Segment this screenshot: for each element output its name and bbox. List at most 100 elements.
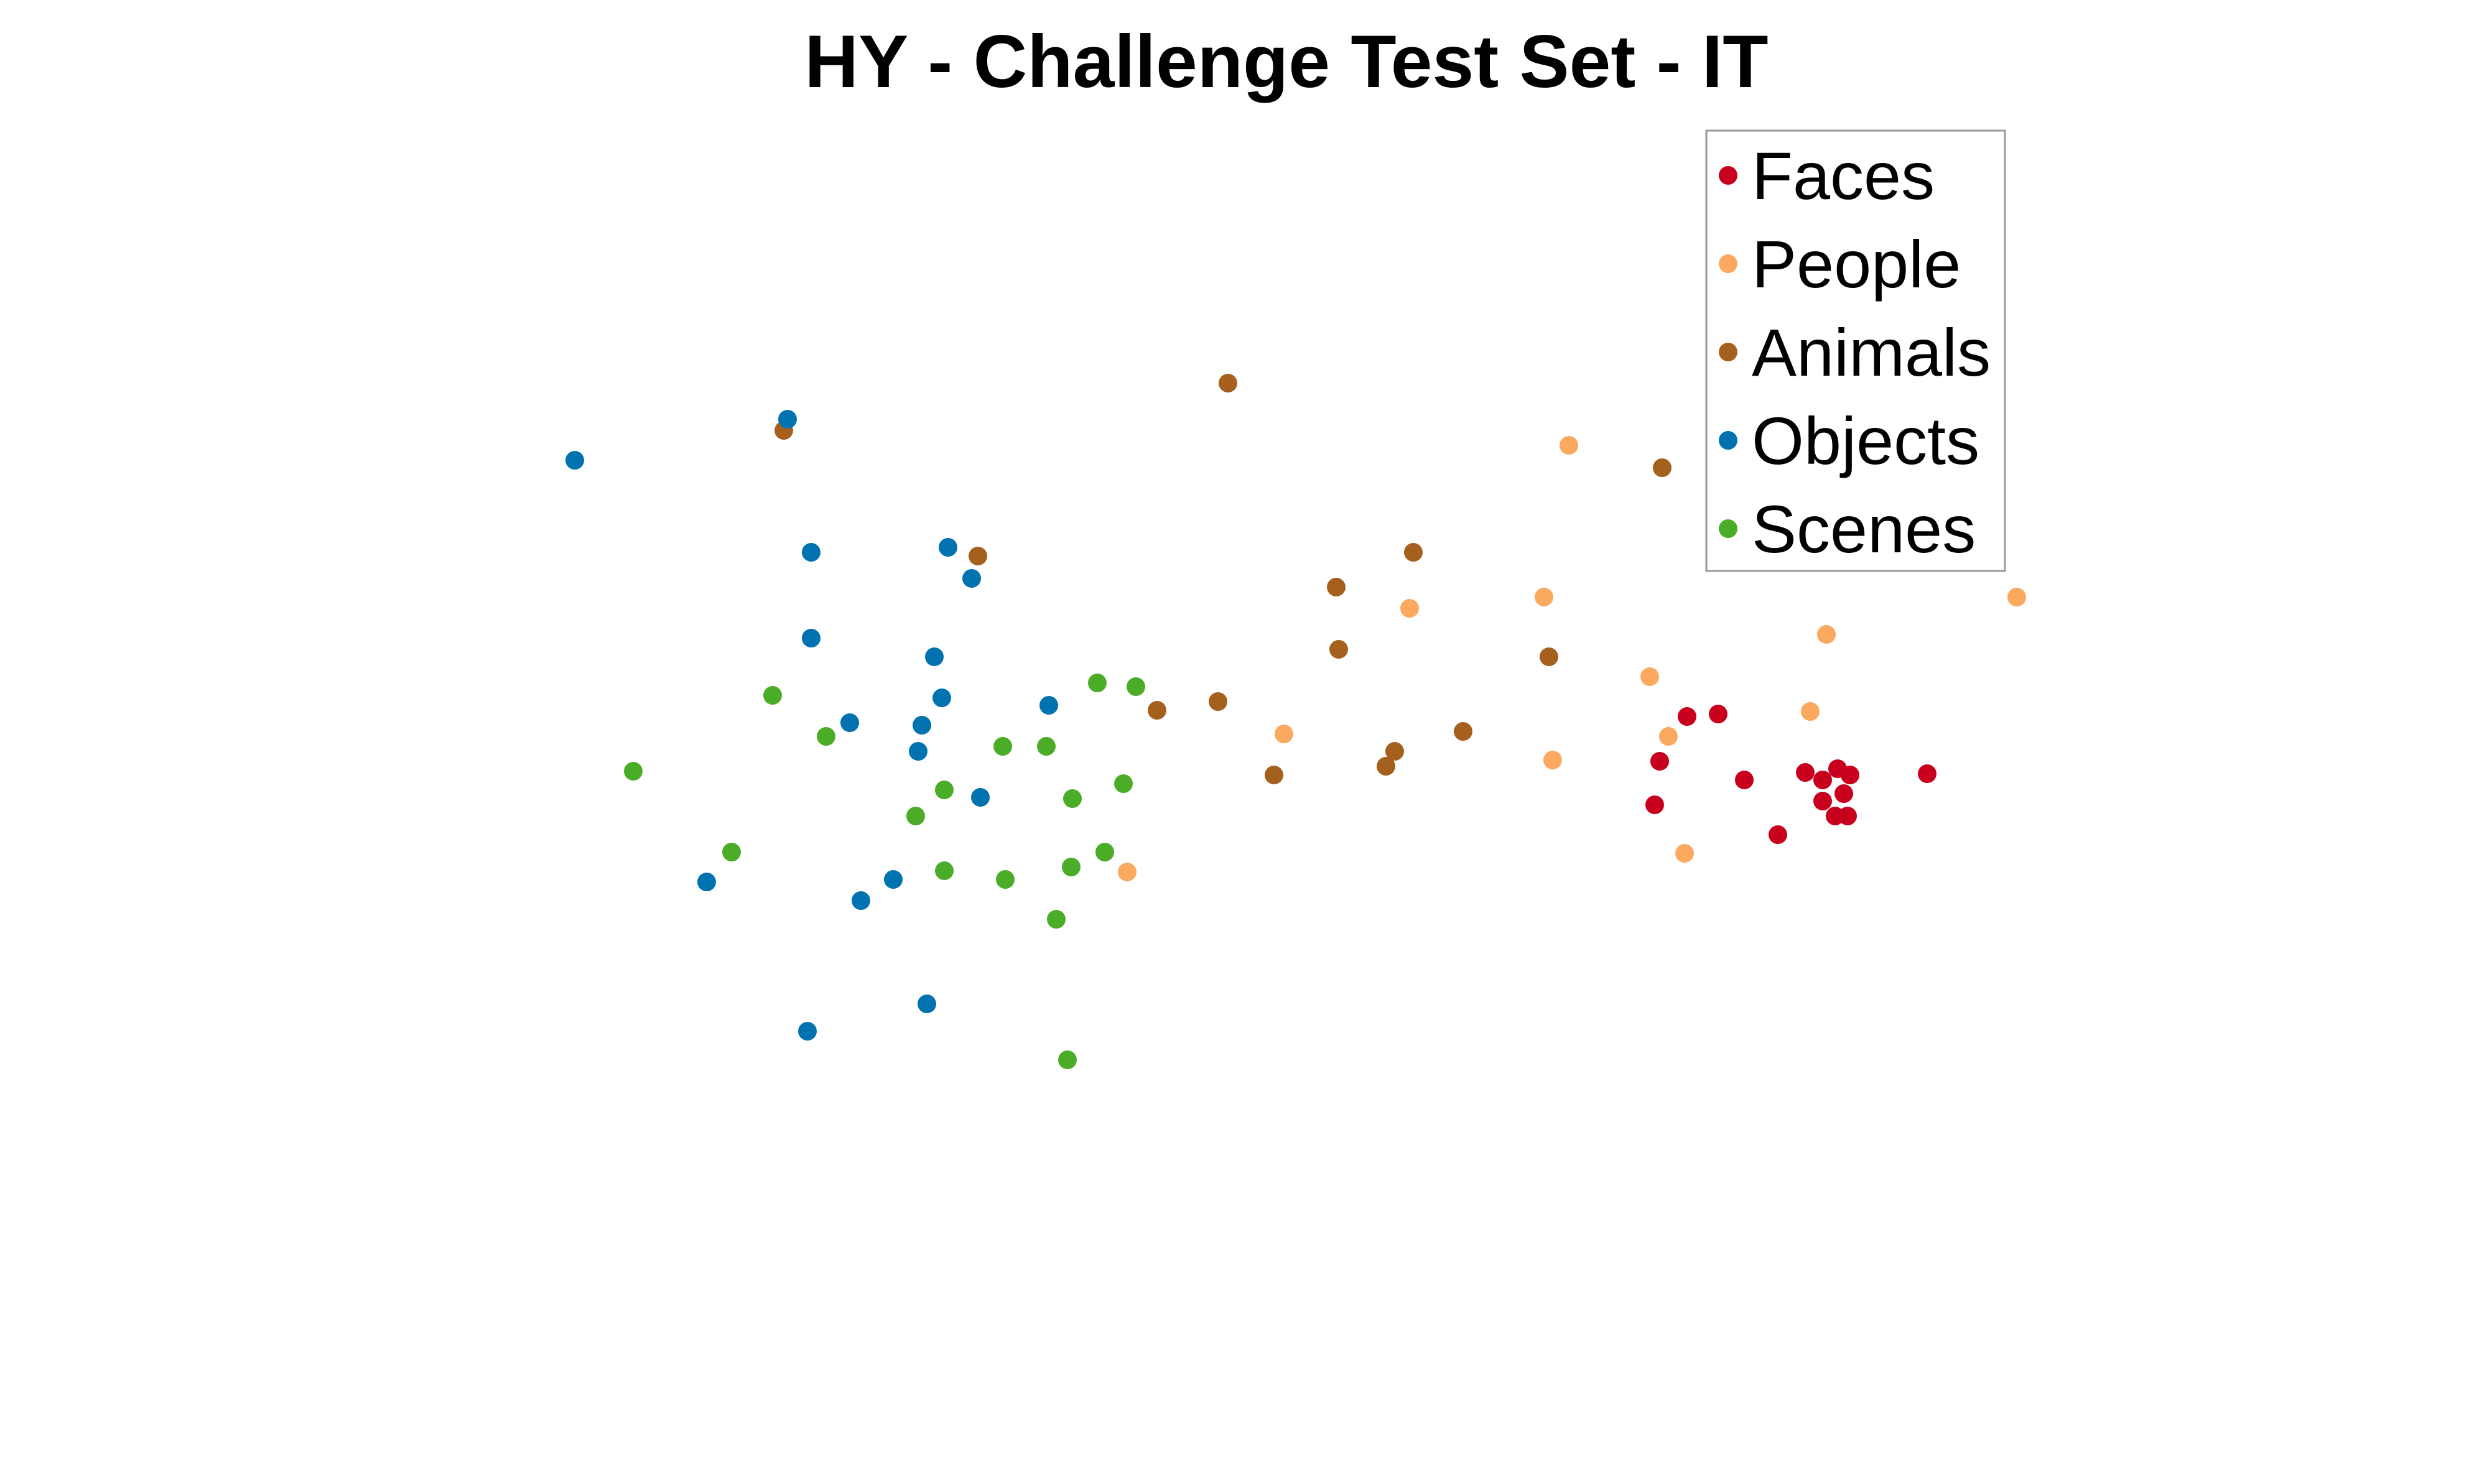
point-scenes-17 <box>1047 910 1066 929</box>
legend-item-scenes: Scenes <box>1719 491 1976 567</box>
point-objects-6 <box>802 629 821 647</box>
legend: Faces People Animals Objects Scenes <box>1705 129 2006 572</box>
point-faces-15 <box>1918 764 1936 783</box>
point-objects-16 <box>852 891 870 910</box>
point-faces-1 <box>1678 707 1696 726</box>
point-objects-14 <box>697 873 716 891</box>
point-scenes-9 <box>1114 774 1133 793</box>
point-objects-5 <box>962 569 981 588</box>
legend-item-animals: Animals <box>1719 315 1991 390</box>
point-animals-6 <box>1327 578 1346 596</box>
point-objects-3 <box>802 543 821 562</box>
point-scenes-7 <box>624 762 643 781</box>
series-people <box>1118 436 2026 881</box>
point-animals-3 <box>1653 458 1671 477</box>
point-objects-1 <box>778 410 797 429</box>
legend-marker-people <box>1719 254 1737 273</box>
point-people-8 <box>1275 725 1293 743</box>
point-faces-8 <box>1841 766 1859 784</box>
legend-marker-scenes <box>1719 519 1737 538</box>
point-people-10 <box>1543 751 1562 769</box>
legend-marker-objects <box>1719 431 1737 450</box>
point-animals-4 <box>969 547 987 565</box>
point-animals-5 <box>1404 543 1423 562</box>
point-people-4 <box>2007 588 2026 606</box>
point-people-3 <box>1535 588 1553 606</box>
series-faces <box>1645 705 1936 844</box>
point-scenes-10 <box>1063 789 1082 808</box>
legend-item-objects: Objects <box>1719 403 1979 478</box>
legend-box <box>1705 129 2006 572</box>
point-objects-13 <box>971 788 990 807</box>
chart-title: HY - Challenge Test Set - IT <box>804 20 1768 103</box>
point-objects-18 <box>798 1022 817 1041</box>
point-animals-7 <box>1329 640 1348 659</box>
point-animals-8 <box>1540 647 1558 666</box>
point-scenes-5 <box>993 737 1012 756</box>
point-scenes-3 <box>1127 677 1145 696</box>
legend-label-animals: Animals <box>1752 315 1991 390</box>
point-animals-13 <box>1377 757 1395 776</box>
point-faces-4 <box>1735 771 1754 789</box>
point-scenes-8 <box>935 781 954 799</box>
series-objects <box>565 410 1058 1041</box>
point-faces-3 <box>1650 752 1669 771</box>
legend-marker-faces <box>1719 166 1737 185</box>
point-faces-6 <box>1813 771 1832 789</box>
point-people-5 <box>1817 625 1836 644</box>
point-faces-14 <box>1769 825 1787 844</box>
legend-label-objects: Objects <box>1752 403 1979 478</box>
point-objects-2 <box>565 451 584 470</box>
point-objects-12 <box>909 742 928 761</box>
legend-item-people: People <box>1719 226 1961 302</box>
point-people-12 <box>1675 844 1694 863</box>
point-faces-12 <box>1838 807 1857 825</box>
legend-label-faces: Faces <box>1752 138 1935 213</box>
point-faces-13 <box>1645 795 1664 814</box>
point-animals-12 <box>1385 742 1404 761</box>
point-people-7 <box>1801 702 1820 721</box>
point-objects-9 <box>1039 696 1058 715</box>
point-faces-2 <box>1709 705 1727 723</box>
legend-marker-animals <box>1719 343 1737 361</box>
point-scenes-14 <box>935 861 954 880</box>
point-people-2 <box>1400 599 1419 618</box>
point-scenes-12 <box>722 843 741 861</box>
point-animals-14 <box>1265 766 1283 784</box>
point-objects-4 <box>939 538 957 557</box>
point-scenes-4 <box>817 727 835 746</box>
point-faces-5 <box>1796 763 1815 782</box>
point-objects-15 <box>884 870 903 889</box>
point-animals-11 <box>1454 722 1472 741</box>
point-people-1 <box>1560 436 1578 455</box>
point-scenes-16 <box>1062 858 1081 876</box>
point-objects-8 <box>932 689 951 707</box>
legend-label-people: People <box>1752 226 1961 302</box>
point-scenes-13 <box>1095 843 1114 861</box>
point-scenes-18 <box>1058 1050 1077 1069</box>
points-layer <box>565 374 2026 1069</box>
point-faces-10 <box>1813 792 1832 810</box>
legend-items: Faces People Animals Objects Scenes <box>1719 138 1991 567</box>
point-faces-9 <box>1834 784 1853 803</box>
point-objects-10 <box>840 713 859 732</box>
point-people-11 <box>1118 863 1137 881</box>
point-scenes-6 <box>1037 737 1056 756</box>
point-animals-1 <box>1219 374 1237 392</box>
legend-item-faces: Faces <box>1719 138 1935 213</box>
point-scenes-11 <box>906 807 925 825</box>
point-animals-10 <box>1148 701 1166 720</box>
series-scenes <box>624 674 1145 1069</box>
point-scenes-15 <box>996 870 1015 889</box>
point-people-6 <box>1640 667 1659 686</box>
point-people-9 <box>1659 727 1678 746</box>
point-scenes-1 <box>763 686 782 705</box>
point-objects-17 <box>918 995 936 1013</box>
point-objects-11 <box>913 716 931 735</box>
legend-label-scenes: Scenes <box>1752 491 1976 567</box>
point-objects-7 <box>925 647 944 666</box>
point-scenes-2 <box>1088 674 1107 692</box>
point-animals-9 <box>1209 692 1227 711</box>
